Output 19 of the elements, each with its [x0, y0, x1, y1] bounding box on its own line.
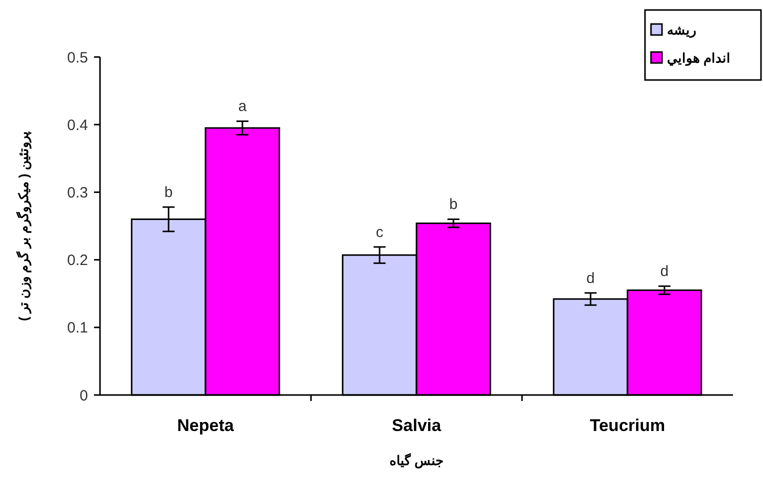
annotation: a	[238, 98, 248, 116]
y-tick-label: 0	[80, 387, 88, 404]
x-axis-title: جنس گیاه	[390, 452, 444, 469]
y-tick-label: 0.1	[67, 320, 88, 337]
annotation: d	[660, 263, 669, 280]
y-tick-label: 0.5	[67, 49, 88, 66]
annotation: b	[164, 184, 173, 202]
annotation: b	[449, 196, 458, 214]
legend-label: اندام هوایي	[667, 50, 731, 67]
y-tick-label: 0.3	[67, 184, 88, 202]
annotation: d	[586, 270, 595, 287]
legend-label: ریشه	[667, 22, 696, 39]
y-tick-label: 0.2	[67, 252, 88, 270]
y-axis-title: پروتئین ( میکروگرم بر گرم وزن تر )	[15, 131, 32, 321]
x-tick-label: Nepeta	[177, 416, 234, 435]
annotation: c	[376, 224, 384, 241]
x-tick-label: Salvia	[392, 416, 442, 435]
x-tick-label: Teucrium	[590, 416, 666, 435]
y-tick-label: 0.4	[67, 116, 88, 134]
